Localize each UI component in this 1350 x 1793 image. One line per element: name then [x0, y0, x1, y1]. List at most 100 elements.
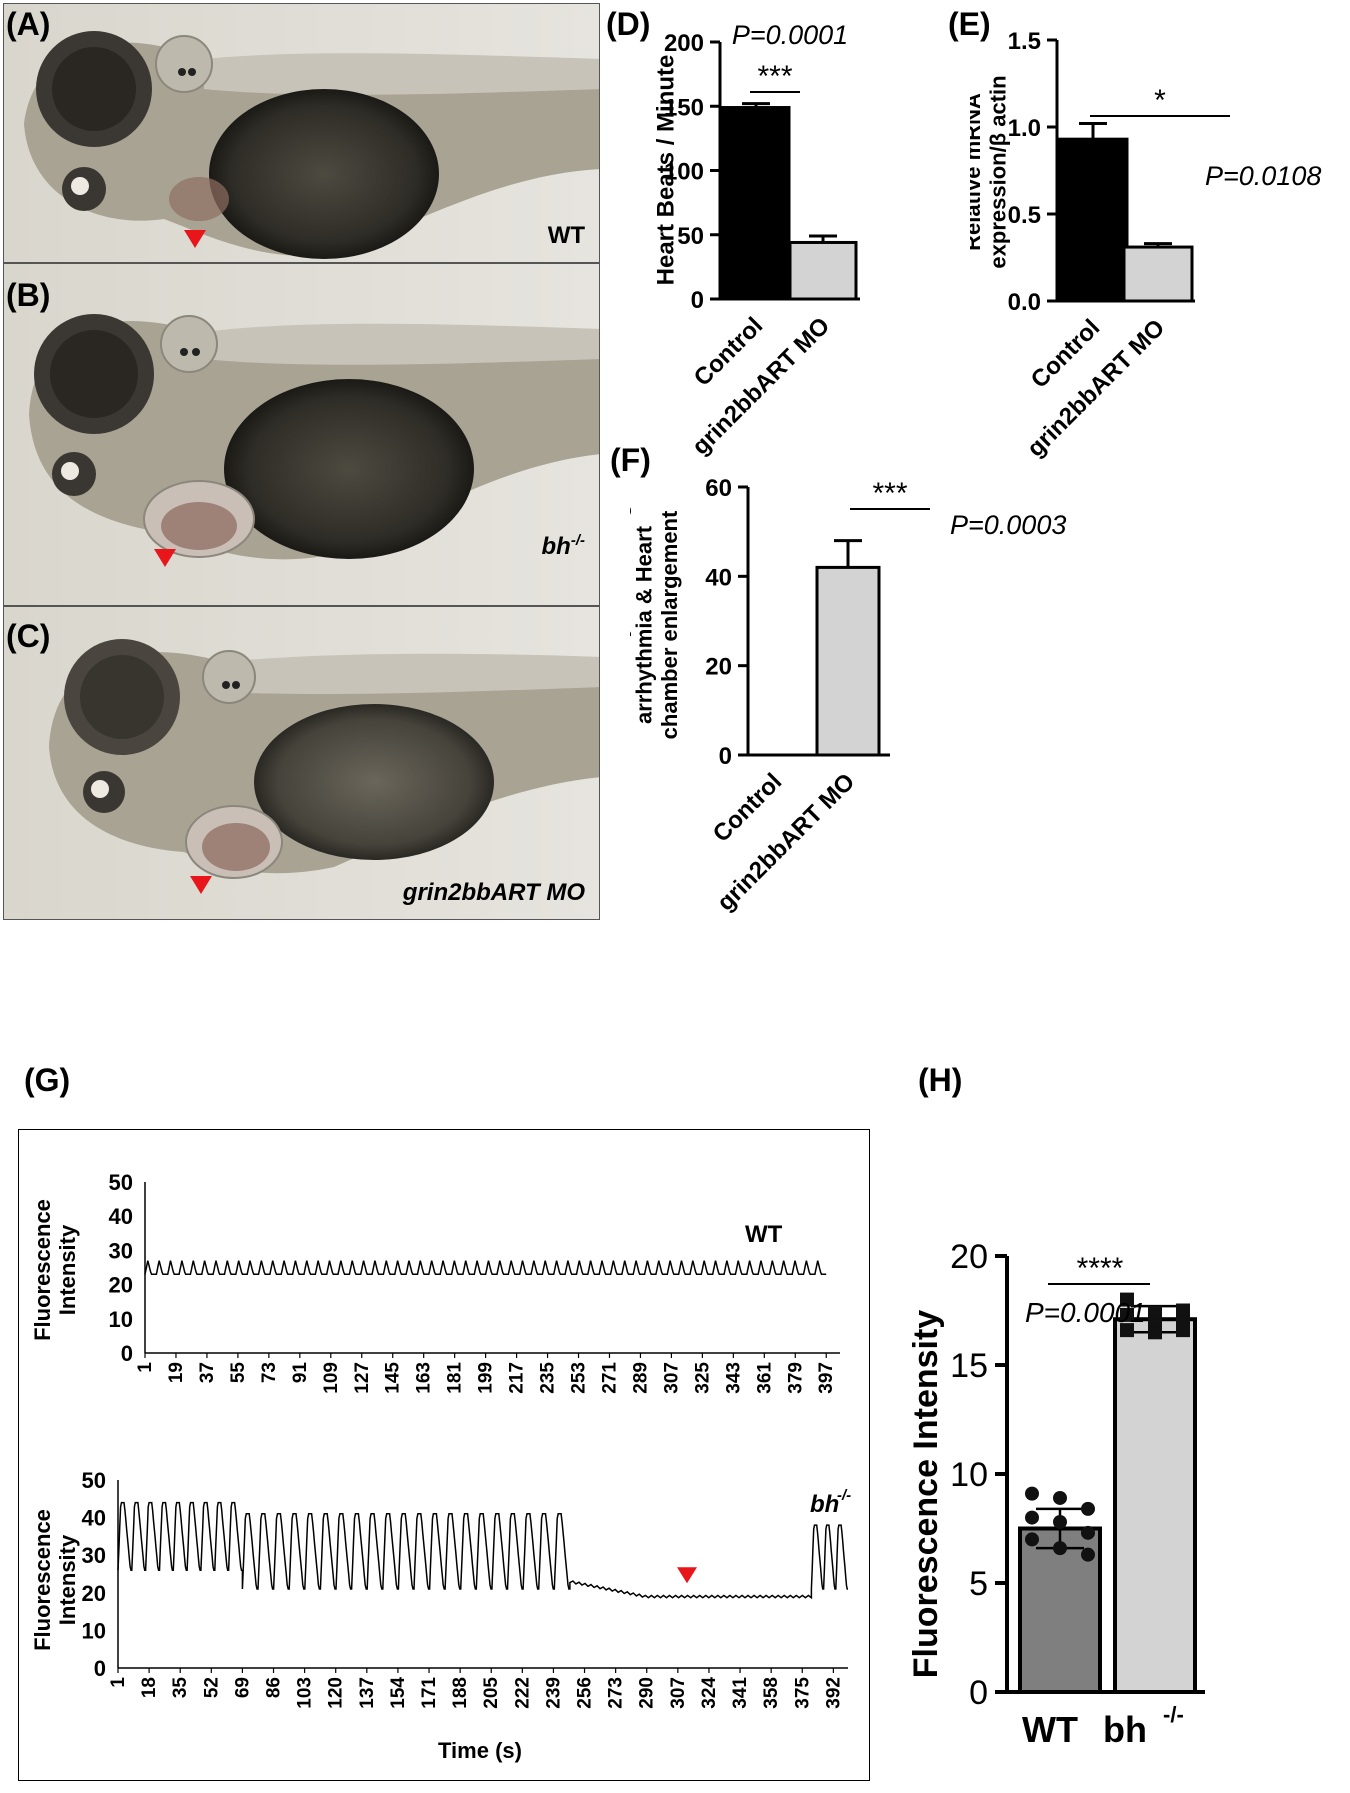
x-tick-label: 73 [259, 1362, 280, 1383]
data-point [1025, 1486, 1039, 1501]
data-point [1053, 1490, 1067, 1505]
x-tick-label: 307 [661, 1362, 682, 1394]
significance-stars: *** [872, 477, 907, 510]
x-tick-label: 307 [668, 1677, 689, 1709]
x-tick-label: 35 [170, 1677, 191, 1699]
x-tick-label: 256 [575, 1677, 596, 1709]
panel-label-e: (E) [948, 6, 991, 42]
data-point [1148, 1305, 1162, 1320]
y-tick-label: 30 [109, 1238, 133, 1263]
category-label: WT [1022, 1709, 1078, 1750]
data-point [1176, 1323, 1190, 1338]
x-tick-label: 18 [139, 1677, 160, 1698]
data-point [1081, 1547, 1095, 1562]
y-tick-label: 1.5 [1008, 28, 1041, 55]
x-tick-label: 271 [599, 1362, 620, 1394]
data-point [1120, 1307, 1134, 1322]
genotype-superscript: -/- [570, 532, 585, 549]
x-tick-label: 55 [228, 1362, 249, 1384]
x-tick-label: 1 [108, 1677, 129, 1688]
y-axis-label: Intensity [55, 1224, 80, 1315]
y-axis-label: chamber enlargement [657, 510, 682, 739]
x-tick-label: 171 [419, 1677, 440, 1709]
y-axis-label: Fluorescence [30, 1509, 55, 1651]
bar-control [721, 106, 791, 301]
y-axis-label: Relative mRNA [970, 93, 985, 251]
genotype-label-bh: bh-/- [542, 532, 586, 561]
x-tick-label: 273 [606, 1677, 627, 1709]
y-tick-label: 0 [121, 1341, 133, 1366]
y-tick-label: 0 [719, 743, 732, 770]
y-tick-label: 1.0 [1008, 115, 1041, 142]
x-tick-label: 341 [730, 1677, 751, 1709]
fluorescence-trace-frame [18, 1129, 870, 1781]
y-tick-label: 40 [82, 1506, 106, 1531]
panel-label-h: (H) [918, 1062, 963, 1098]
y-tick-label: 40 [705, 564, 732, 591]
x-tick-label: 163 [414, 1362, 435, 1394]
y-tick-label: 50 [677, 223, 704, 250]
data-point [1081, 1501, 1095, 1516]
x-tick-label: 19 [166, 1362, 187, 1383]
y-axis-label: Heart Beats / Minute [652, 55, 679, 286]
x-tick-label: 217 [507, 1362, 528, 1394]
y-tick-label: 0 [94, 1656, 106, 1681]
x-tick-label: 127 [352, 1362, 373, 1394]
x-tick-label: 181 [445, 1362, 466, 1394]
data-point [1053, 1514, 1067, 1529]
data-point [1120, 1292, 1134, 1307]
bar-grin2bbart-mo [788, 240, 858, 301]
y-tick-label: 60 [705, 475, 732, 502]
y-tick-label: 20 [705, 654, 732, 681]
y-axis-label: Intensity [55, 1534, 80, 1625]
x-tick-label: 205 [481, 1677, 502, 1709]
genotype-label-mo: grin2bbART MO [402, 879, 585, 906]
trace-line-wt [144, 1260, 827, 1276]
panel-label-f: (F) [610, 442, 651, 478]
series-label-wt: WT [745, 1221, 783, 1248]
panel-label-b: (B) [6, 277, 51, 313]
x-tick-label: 325 [692, 1362, 713, 1394]
y-tick-label: 50 [82, 1468, 106, 1493]
y-tick-label: 10 [82, 1618, 106, 1643]
x-tick-label: 52 [201, 1677, 222, 1698]
y-tick-label: 10 [109, 1307, 133, 1332]
x-tick-label: 397 [816, 1362, 837, 1394]
panel-label-c: (C) [6, 618, 51, 654]
data-point [1081, 1525, 1095, 1540]
embryo-image-wt [4, 4, 599, 262]
category-label: bh [1103, 1709, 1147, 1750]
heart-arrow-marker [154, 549, 176, 567]
x-tick-label: 69 [232, 1677, 253, 1698]
x-tick-label: 145 [383, 1362, 404, 1394]
p-value: P=0.0108 [1205, 161, 1321, 191]
x-tick-label: 91 [290, 1362, 311, 1384]
data-point [1120, 1323, 1134, 1338]
y-tick-label: 50 [109, 1170, 133, 1195]
x-tick-label: 324 [699, 1677, 720, 1709]
y-tick-label: 15 [950, 1347, 988, 1385]
panel-label-a: (A) [6, 6, 51, 42]
series-label-bh: bh [810, 1491, 839, 1518]
p-value: P=0.0001 [1025, 1297, 1146, 1328]
data-point [1025, 1510, 1039, 1525]
data-point [1148, 1325, 1162, 1340]
y-tick-label: 5 [969, 1565, 988, 1603]
y-tick-label: 200 [664, 30, 704, 57]
y-tick-label: 100 [664, 159, 704, 186]
x-tick-label: 361 [754, 1362, 775, 1394]
significance-stars: * [1154, 84, 1166, 117]
x-tick-label: 222 [512, 1677, 533, 1709]
y-tick-label: 20 [109, 1273, 133, 1298]
x-tick-label: 392 [823, 1677, 844, 1709]
y-tick-label: 30 [82, 1543, 106, 1568]
x-tick-label: 137 [357, 1677, 378, 1709]
data-point [1053, 1541, 1067, 1556]
embryo-percentage-bar-chart: 0 20 40 60 % of Embryos showingarrhythmia & … [630, 475, 1066, 916]
y-axis-label: % of Embryos showing [630, 504, 631, 746]
embryo-photo-wt: WT [3, 3, 600, 263]
y-axis-label: Fluorescence Intensity [910, 1310, 945, 1679]
panel-label-g: (G) [24, 1062, 71, 1098]
